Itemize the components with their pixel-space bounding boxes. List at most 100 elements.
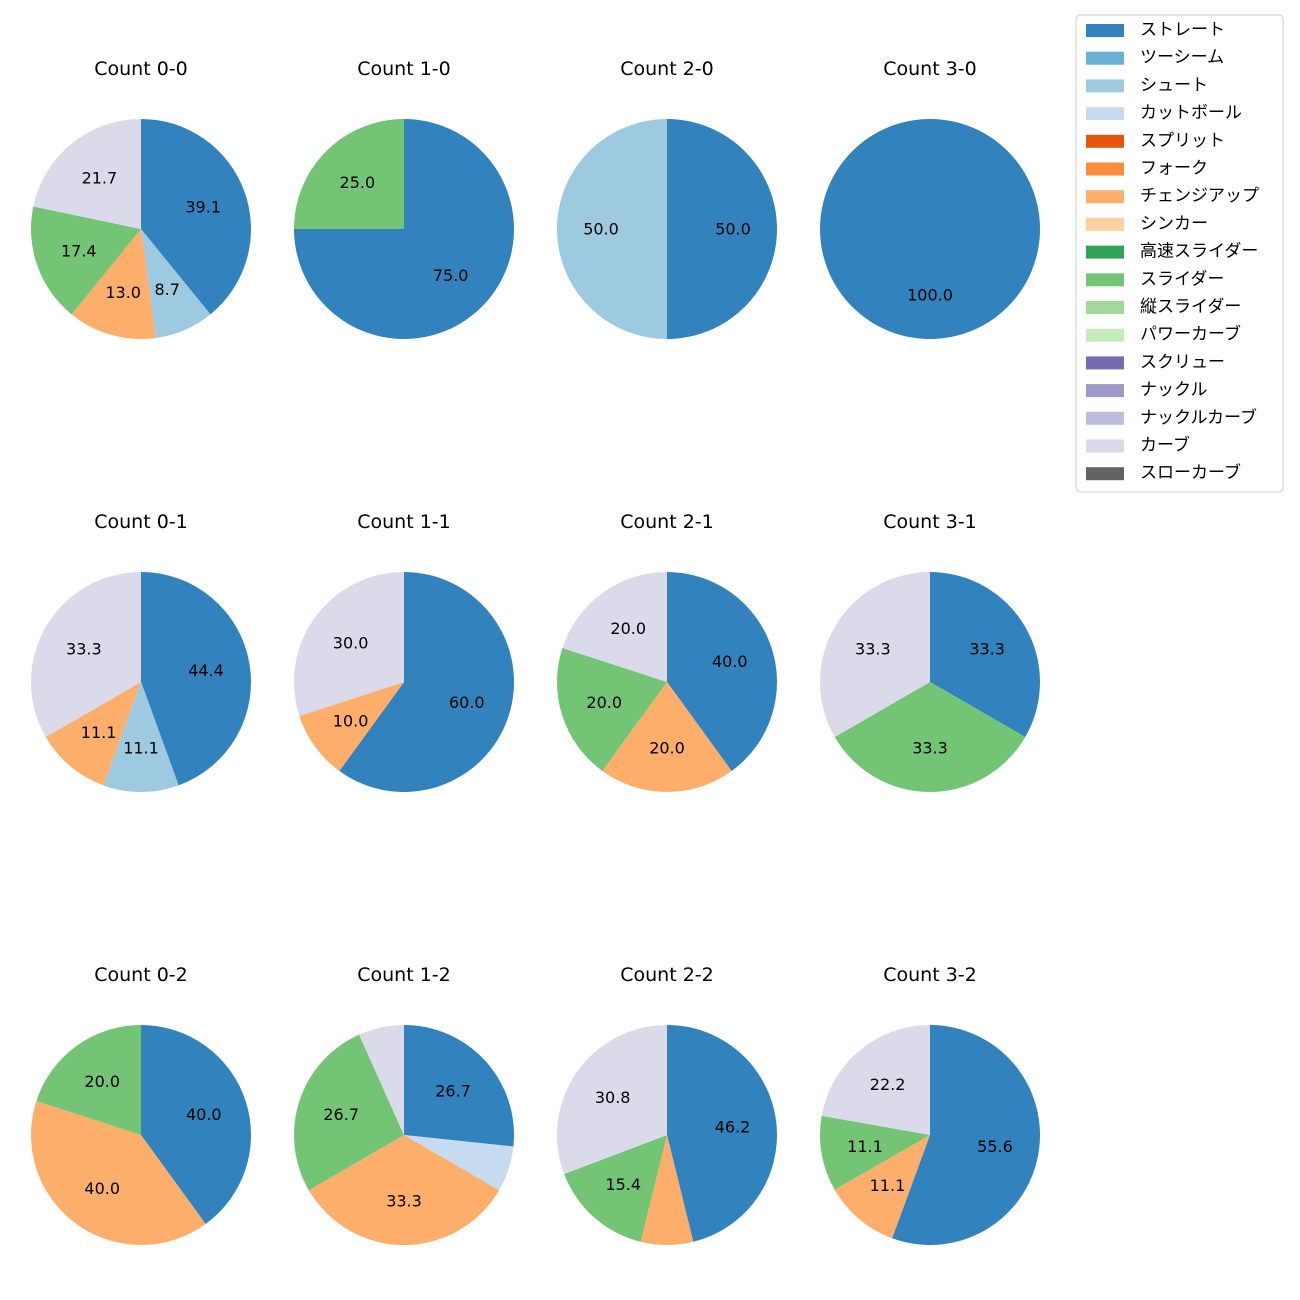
slice-label: 39.1 [185, 197, 221, 216]
legend-swatch [1086, 79, 1124, 93]
slice-label: 33.3 [386, 1192, 422, 1211]
legend-item: ツーシーム [1086, 48, 1224, 68]
legend-item: スローカーブ [1086, 462, 1241, 483]
pie-count-2-0: 50.0 50.0 Count 2-0 [557, 58, 777, 339]
legend-item: シンカー [1086, 214, 1208, 234]
slice-label: 40.0 [712, 652, 748, 671]
slice-label: 33.3 [66, 640, 102, 659]
pie-slice [667, 572, 778, 771]
pie-title: Count 2-0 [620, 58, 714, 80]
legend-label: スローカーブ [1140, 462, 1241, 483]
legend-label: チェンジアップ [1140, 186, 1259, 206]
legend-swatch [1086, 411, 1124, 425]
pie-count-3-0: 100.0 Count 3-0 [820, 58, 1040, 339]
legend-label: パワーカーブ [1140, 324, 1241, 345]
pie-slice [820, 119, 1040, 339]
pie-slice [557, 119, 667, 339]
legend-swatch [1086, 301, 1124, 314]
legend-item: パワーカーブ [1086, 324, 1241, 345]
slice-label: 20.0 [649, 739, 685, 758]
pie-title: Count 0-1 [94, 511, 188, 533]
pie-slice [834, 682, 1026, 792]
pie-count-3-1: 33.3 33.3 33.3 Count 3-1 [820, 511, 1040, 792]
legend-label: ツーシーム [1140, 48, 1224, 68]
legend-swatch [1086, 273, 1124, 287]
legend-label: シュート [1140, 75, 1208, 95]
slice-label: 26.7 [323, 1105, 359, 1124]
legend-label: カーブ [1140, 435, 1190, 456]
slice-label: 11.1 [81, 723, 117, 742]
slice-label: 50.0 [583, 220, 619, 239]
pie-title: Count 0-0 [94, 58, 188, 80]
slice-label: 26.7 [435, 1081, 471, 1100]
pie-slice [640, 1135, 694, 1245]
pie-title: Count 2-1 [620, 511, 714, 533]
pie-count-0-1: 44.4 11.1 11.1 33.3 Count 0-1 [31, 511, 252, 793]
pie-slice [339, 572, 514, 792]
pie-title: Count 1-2 [357, 964, 451, 986]
pie-slice [359, 1025, 404, 1135]
legend-item: ナックルカーブ [1086, 407, 1257, 428]
pie-slice [602, 682, 732, 793]
legend-label: ストレート [1140, 20, 1225, 40]
slice-label: 11.1 [123, 739, 159, 758]
legend: ストレートツーシームシュートカットボールスプリットフォークチェンジアップシンカー… [1075, 14, 1284, 493]
slice-label: 33.3 [912, 739, 948, 758]
legend-swatch [1086, 467, 1124, 481]
slice-label: 44.4 [188, 661, 224, 680]
slice-label: 13.0 [105, 283, 141, 302]
pie-slice [557, 1025, 667, 1175]
legend-label: シンカー [1140, 214, 1208, 234]
legend-label: 縦スライダー [1140, 297, 1241, 317]
pie-title: Count 3-0 [883, 58, 977, 80]
pie-slice [308, 1135, 500, 1246]
pie-slice [71, 229, 156, 340]
slice-label: 10.0 [333, 711, 369, 730]
slice-label: 33.3 [855, 640, 891, 659]
legend-swatch [1086, 328, 1124, 342]
legend-item: スクリュー [1086, 352, 1225, 372]
legend-swatch [1086, 384, 1124, 398]
pie-title: Count 0-2 [94, 964, 188, 986]
legend-item: 縦スライダー [1086, 297, 1241, 317]
pie-count-0-0: 39.1 8.7 13.0 17.4 21.7 Count 0-0 [31, 58, 252, 340]
slice-label: 75.0 [433, 266, 469, 285]
pie-slice [31, 206, 142, 315]
pie-slice [564, 1135, 667, 1242]
legend-item: カットボール [1086, 103, 1242, 123]
pie-slice [31, 572, 142, 737]
legend-swatch [1086, 245, 1124, 259]
pie-slice [834, 1135, 930, 1239]
slice-label: 8.7 [155, 280, 180, 299]
pie-count-1-2: 26.7 33.3 26.7 Count 1-2 [293, 964, 514, 1246]
slice-label: 22.2 [870, 1075, 906, 1094]
pie-title: Count 1-0 [357, 58, 451, 80]
pie-slice [293, 572, 404, 716]
pie-slice [33, 119, 141, 229]
pie-slice [141, 229, 211, 338]
pie-slice [141, 1025, 252, 1224]
pie-count-2-2: 46.2 15.4 30.8 Count 2-2 [557, 964, 777, 1245]
pie-slice [667, 119, 777, 339]
pie-slice [820, 572, 930, 737]
pie-slice [36, 1025, 141, 1135]
legend-swatch [1086, 107, 1124, 121]
legend-item: スプリット [1086, 131, 1225, 151]
pie-slice [30, 1101, 206, 1246]
pie-count-0-2: 40.0 40.0 20.0 Count 0-2 [30, 964, 252, 1246]
pie-slice [820, 1115, 930, 1190]
pie-slice [141, 572, 252, 786]
pie-slice [930, 572, 1040, 737]
legend-swatch [1086, 217, 1124, 231]
pie-slice [892, 1025, 1041, 1246]
slice-label: 21.7 [82, 168, 118, 187]
pie-count-1-0: 75.0 25.0 Count 1-0 [294, 58, 514, 339]
legend-item: ストレート [1086, 20, 1225, 40]
pie-slice [294, 119, 404, 229]
pie-slice [562, 572, 667, 682]
slice-label: 55.6 [977, 1137, 1013, 1156]
legend-frame [1075, 14, 1284, 493]
legend-item: ナックル [1086, 380, 1208, 400]
slice-label: 20.0 [84, 1072, 120, 1091]
